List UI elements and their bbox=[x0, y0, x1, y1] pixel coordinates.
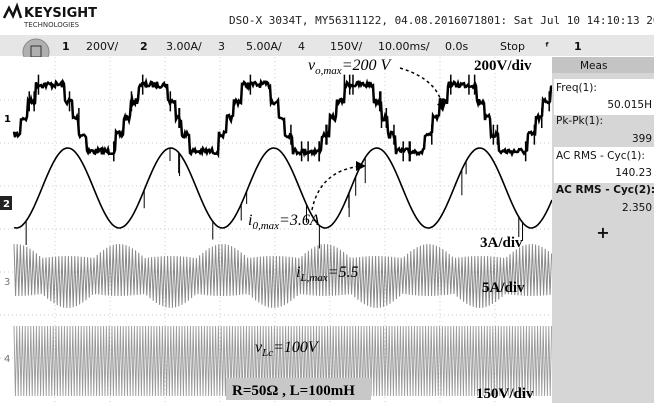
ch4-scale: 150V/ bbox=[330, 40, 363, 53]
meas-label: Pk-Pk(1): bbox=[556, 115, 603, 127]
meas-value: 2.350 bbox=[622, 202, 652, 214]
ch3-scale: 5.00A/ bbox=[246, 40, 282, 53]
channel-marker: 4 bbox=[4, 354, 10, 365]
scale-label: 5A/div bbox=[482, 280, 525, 296]
meas-label: Freq(1): bbox=[556, 82, 597, 94]
header-info: DSO-X 3034T, MY56311122, 04.08.201607180… bbox=[229, 14, 654, 27]
scale-label: 150V/div bbox=[476, 386, 534, 402]
channel-marker: 3 bbox=[4, 277, 10, 288]
ch1: 1 bbox=[62, 40, 70, 53]
meas-value: 140.23 bbox=[615, 167, 652, 179]
ch1-scale: 200V/ bbox=[86, 40, 119, 53]
ch2-scale: 3.00A/ bbox=[166, 40, 202, 53]
add-measurement[interactable]: + bbox=[596, 223, 609, 242]
params-label: R=50Ω , L=100mH bbox=[232, 383, 355, 399]
channel-marker: 2 bbox=[3, 199, 10, 210]
timebase: 10.00ms/ bbox=[378, 40, 430, 53]
ch3: 3 bbox=[218, 40, 225, 53]
page: {"header": {"brand": "KEYSIGHT", "sub_br… bbox=[0, 0, 654, 403]
channel-marker: 1 bbox=[4, 114, 11, 125]
run-state: Stop bbox=[500, 40, 525, 53]
meas-label: AC RMS - Cyc(1): bbox=[556, 150, 645, 162]
scale-label: 200V/div bbox=[474, 58, 532, 74]
trigger-ch: 1 bbox=[574, 40, 582, 53]
meas-title: Meas bbox=[580, 60, 607, 72]
brand: KEYSIGHT bbox=[24, 6, 97, 21]
delay: 0.0s bbox=[445, 40, 468, 53]
scope-screen: KEYSIGHT TECHNOLOGIES DSO-X 3034T, MY563… bbox=[0, 0, 654, 403]
meas-value: 50.015H bbox=[607, 99, 652, 111]
meas-value: 399 bbox=[632, 133, 652, 145]
ch4: 4 bbox=[298, 40, 305, 53]
scale-label: 3A/div bbox=[480, 235, 523, 251]
meas-label: AC RMS - Cyc(2): bbox=[556, 184, 654, 196]
trigger-icon: ᶠ bbox=[545, 40, 549, 53]
ch2: 2 bbox=[140, 40, 148, 53]
sub-brand: TECHNOLOGIES bbox=[23, 21, 80, 29]
